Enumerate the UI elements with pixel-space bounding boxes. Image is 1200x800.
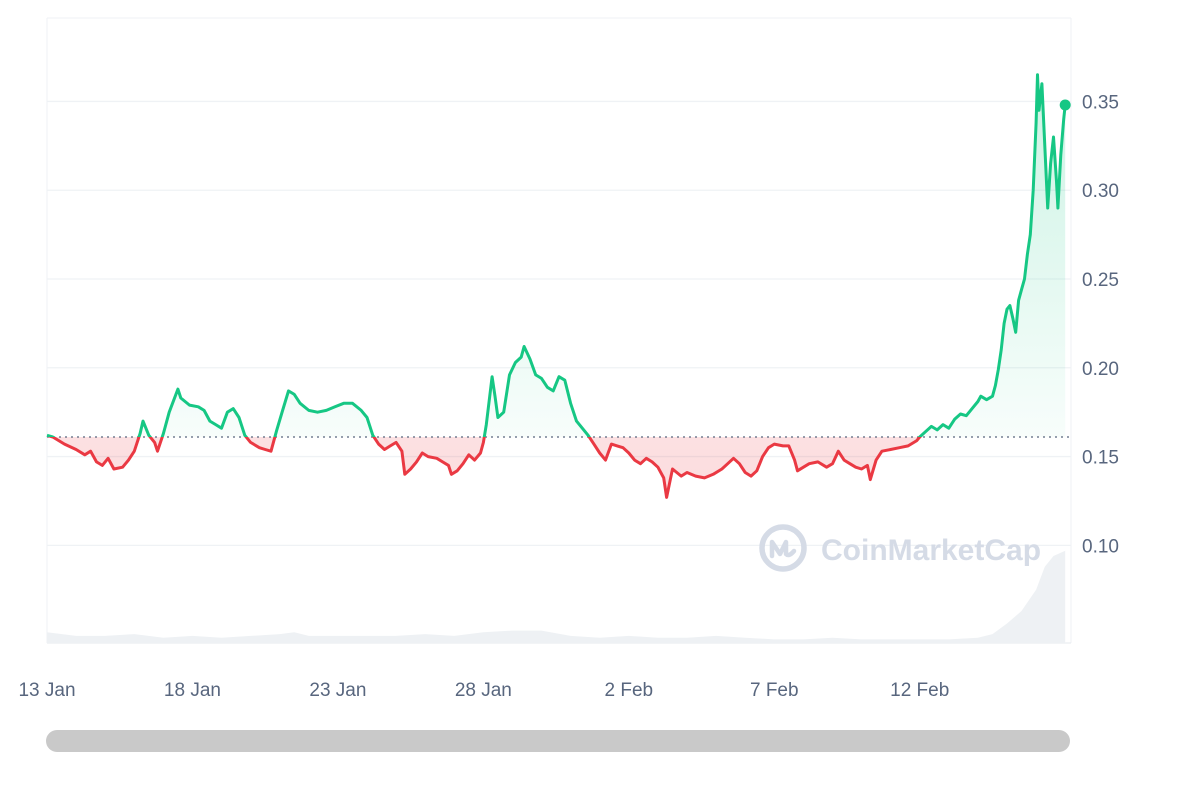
price-line-up: [46, 73, 1067, 438]
x-tick-label: 13 Jan: [18, 680, 75, 701]
grid-lines: [46, 17, 1072, 644]
chart-scrollbar[interactable]: [46, 730, 1070, 752]
y-tick-label: 0.20: [1082, 359, 1119, 380]
x-tick-label: 7 Feb: [750, 680, 799, 701]
x-tick-label: 2 Feb: [605, 680, 654, 701]
x-axis: 13 Jan 18 Jan 23 Jan 28 Jan 2 Feb 7 Feb 12 Feb: [18, 680, 949, 701]
last-price-point[interactable]: [1059, 99, 1071, 111]
y-tick-label: 0.10: [1082, 536, 1119, 557]
y-axis: 0.10 0.15 0.20 0.25 0.30 0.35: [1082, 92, 1119, 557]
price-line: [46, 73, 1067, 499]
y-tick-label: 0.30: [1082, 181, 1119, 202]
x-tick-label: 28 Jan: [455, 680, 512, 701]
price-fill: [47, 74, 1066, 498]
coinmarketcap-logo-icon: [759, 524, 807, 572]
x-tick-label: 12 Feb: [890, 680, 949, 701]
y-tick-label: 0.15: [1082, 448, 1119, 469]
watermark: CoinMarketCap: [759, 524, 1041, 572]
x-tick-label: 18 Jan: [164, 680, 221, 701]
y-tick-label: 0.25: [1082, 270, 1119, 291]
scrollbar-thumb[interactable]: [46, 730, 1070, 752]
x-tick-label: 23 Jan: [309, 680, 366, 701]
y-tick-label: 0.35: [1082, 92, 1119, 113]
price-area-up: [47, 74, 1066, 438]
price-area-down: [52, 437, 920, 498]
price-line-down: [47, 437, 922, 499]
watermark-text: CoinMarketCap: [821, 534, 1041, 567]
